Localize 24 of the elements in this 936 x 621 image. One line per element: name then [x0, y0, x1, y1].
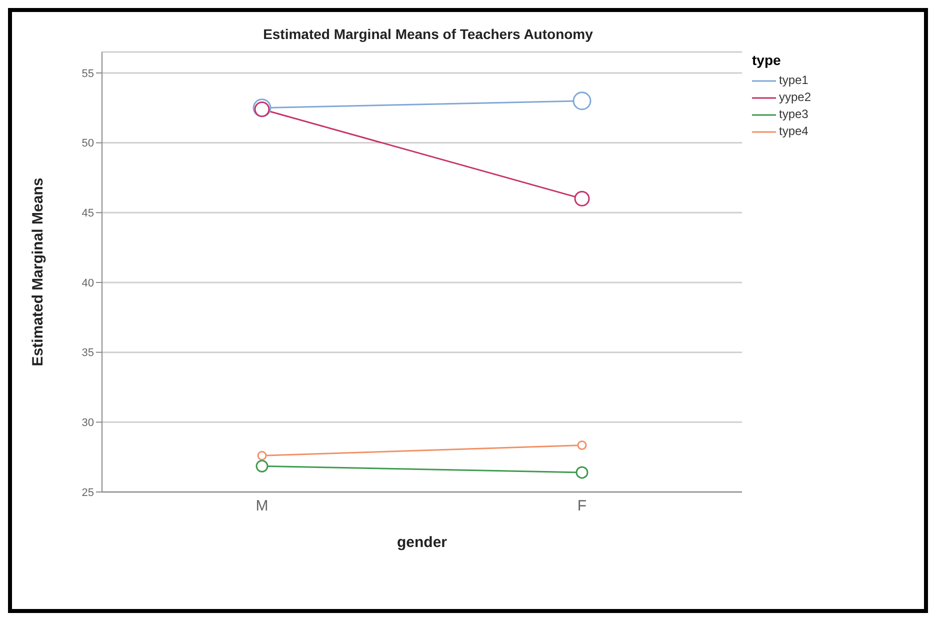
chart-title: Estimated Marginal Means of Teachers Autonomy: [262, 26, 594, 42]
point: [576, 466, 588, 479]
point: [572, 92, 592, 110]
y-tick-label: 35: [82, 347, 94, 360]
x-tick-label: F: [577, 498, 587, 515]
legend-label: type3: [779, 106, 808, 123]
x-axis-title: gender: [396, 534, 448, 551]
legend-title: type: [752, 52, 782, 68]
y-tick-label: 50: [82, 138, 94, 150]
legend-label: type1: [779, 72, 808, 89]
point: [254, 102, 270, 118]
legend-label: yype2: [779, 89, 812, 106]
y-tick-label: 45: [82, 208, 94, 220]
point: [577, 440, 587, 450]
legend-label: type4: [779, 123, 808, 140]
y-axis-title: Estimated Marginal Means: [29, 178, 46, 366]
point: [256, 460, 268, 472]
x-tick-label: M: [256, 498, 268, 515]
y-tick-label: 55: [82, 68, 94, 80]
point: [257, 450, 267, 460]
point: [574, 190, 590, 206]
y-tick-label: 40: [82, 277, 94, 290]
y-tick-label: 25: [82, 486, 94, 499]
y-tick-label: 30: [82, 417, 94, 430]
